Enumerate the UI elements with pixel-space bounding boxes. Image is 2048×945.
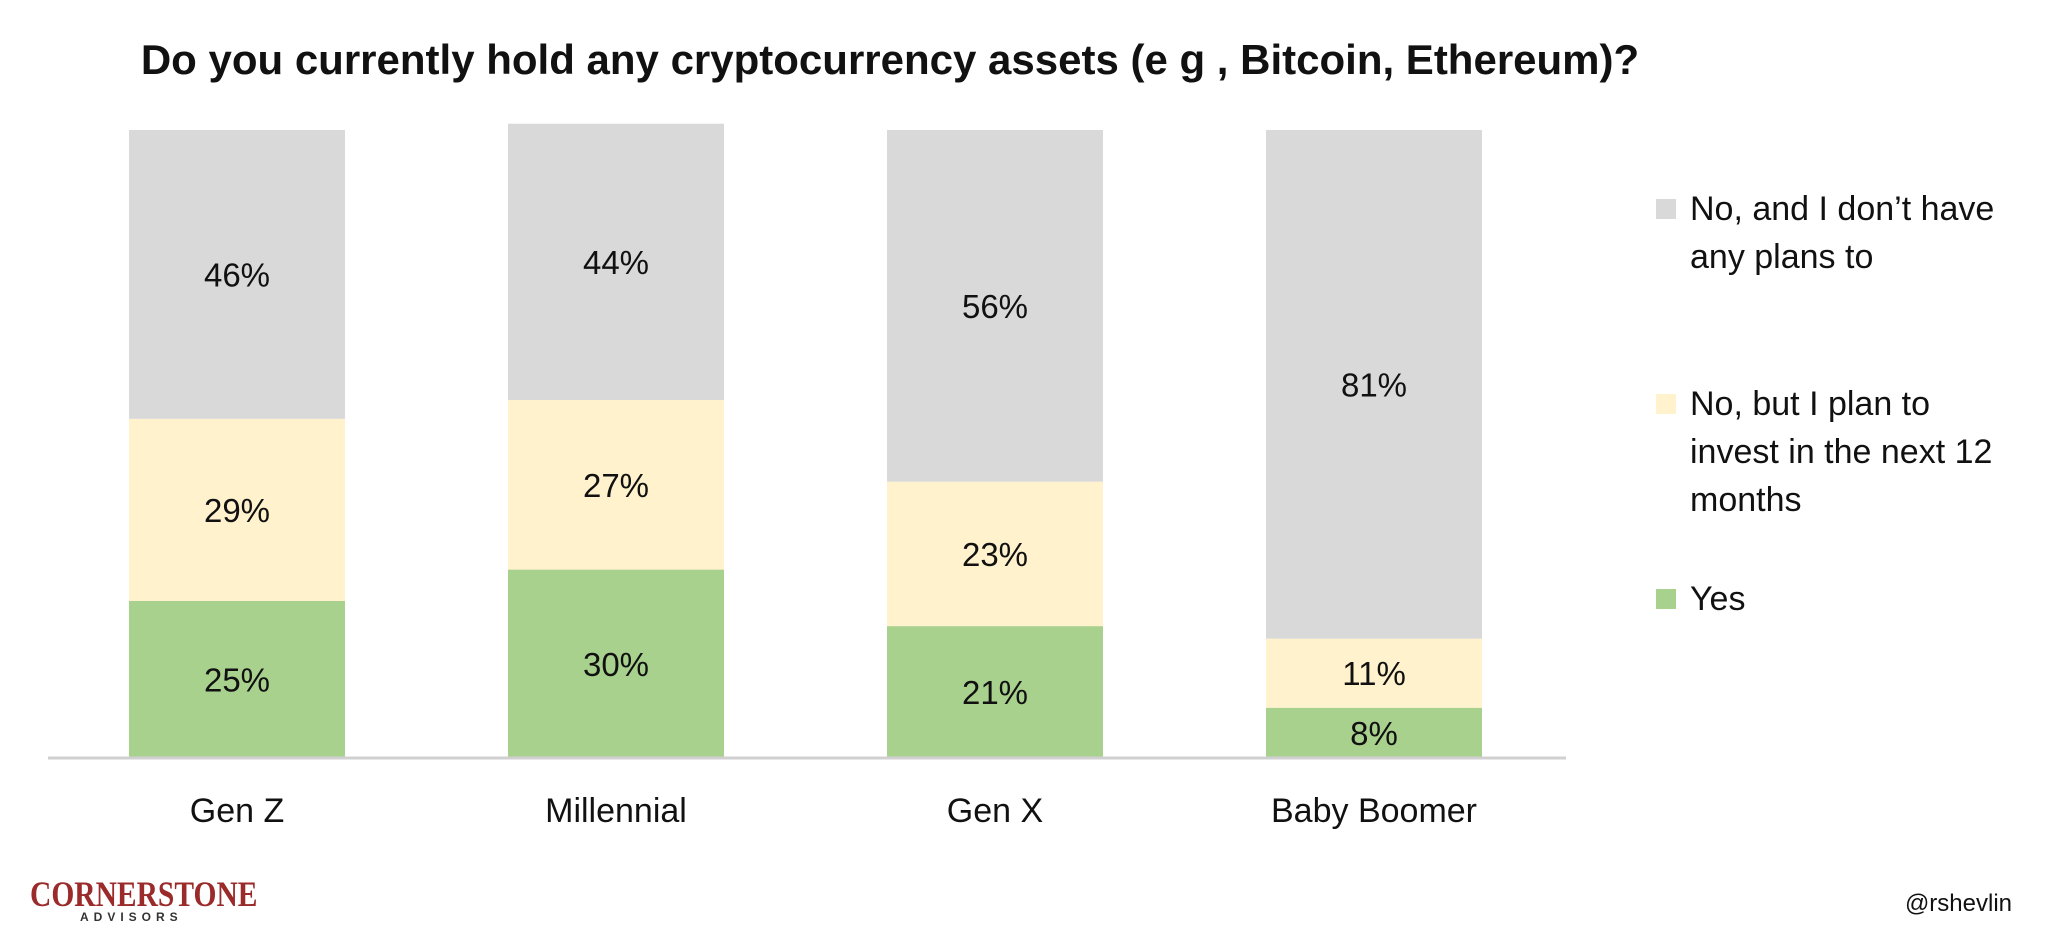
data-label-millennial-0: 30%	[583, 646, 649, 683]
bar-baby-boomer-no-and-i-don-t-have-any-	[1266, 130, 1482, 639]
x-tick-label-millennial: Millennial	[545, 792, 687, 830]
bar-millennial-yes	[508, 569, 724, 758]
bar-millennial-no-and-i-don-t-have-any-	[508, 123, 724, 401]
data-label-baby-boomer-1: 11%	[1342, 655, 1406, 692]
bar-gen-x-no-but-i-plan-to-invest-	[887, 481, 1103, 627]
twitter-handle: @rshevlin	[1904, 890, 2012, 917]
data-label-millennial-1: 27%	[583, 467, 649, 504]
data-label-baby-boomer-2: 81%	[1341, 366, 1407, 403]
data-label-gen-x-0: 21%	[962, 674, 1028, 711]
legend-label-no-plans-line-1: No, and I don’t have	[1690, 190, 1995, 228]
legend-label-plan-line-3: months	[1690, 481, 1802, 519]
bar-gen-z-yes	[129, 601, 345, 758]
data-label-gen-x-2: 56%	[962, 288, 1028, 325]
x-tick-label-gen-z: Gen Z	[190, 792, 284, 830]
bar-millennial-no-but-i-plan-to-invest-	[508, 400, 724, 570]
legend-swatch-no-plans	[1656, 199, 1676, 219]
bar-gen-x-yes	[887, 626, 1103, 758]
x-tick-label-gen-x: Gen X	[947, 792, 1043, 830]
legend-label-no-plans-line-2: any plans to	[1690, 238, 1874, 276]
bar-gen-z-no-and-i-don-t-have-any-	[129, 130, 345, 419]
legend-item-plan-to-invest: No, but I plan to invest in the next 12 …	[1656, 380, 1992, 524]
legend-item-no-plans: No, and I don’t have any plans to	[1656, 185, 1994, 281]
cornerstone-logo: CORNERSTONE	[30, 874, 258, 914]
chart-title: Do you currently hold any cryptocurrency…	[140, 36, 1640, 83]
stacked-bar-chart: 25% 29% 46% Gen Z 30% 27% 44% Millennial 21% 23% 5…	[48, 123, 1566, 830]
legend-label-yes: Yes	[1690, 580, 1746, 618]
data-label-millennial-2: 44%	[583, 244, 649, 281]
legend-label-plan-line-1: No, but I plan to	[1690, 385, 1931, 423]
legend-swatch-plan-to-invest	[1656, 394, 1676, 414]
data-label-gen-z-1: 29%	[204, 492, 270, 529]
legend-swatch-yes	[1656, 589, 1676, 609]
cornerstone-logo-subtext: ADVISORS	[80, 910, 183, 924]
data-label-gen-x-1: 23%	[962, 536, 1028, 573]
x-tick-label-baby-boomer: Baby Boomer	[1271, 792, 1477, 830]
legend-item-yes: Yes	[1656, 575, 1745, 623]
legend-label-plan-line-2: invest in the next 12	[1690, 433, 1993, 471]
bar-baby-boomer-yes	[1266, 707, 1482, 758]
data-label-gen-z-0: 25%	[204, 662, 270, 699]
bar-baby-boomer-no-but-i-plan-to-invest-	[1266, 638, 1482, 708]
data-label-baby-boomer-0: 8%	[1350, 715, 1398, 752]
bar-gen-z-no-but-i-plan-to-invest-	[129, 418, 345, 601]
data-label-gen-z-2: 46%	[204, 256, 270, 293]
bar-gen-x-no-and-i-don-t-have-any-	[887, 130, 1103, 482]
